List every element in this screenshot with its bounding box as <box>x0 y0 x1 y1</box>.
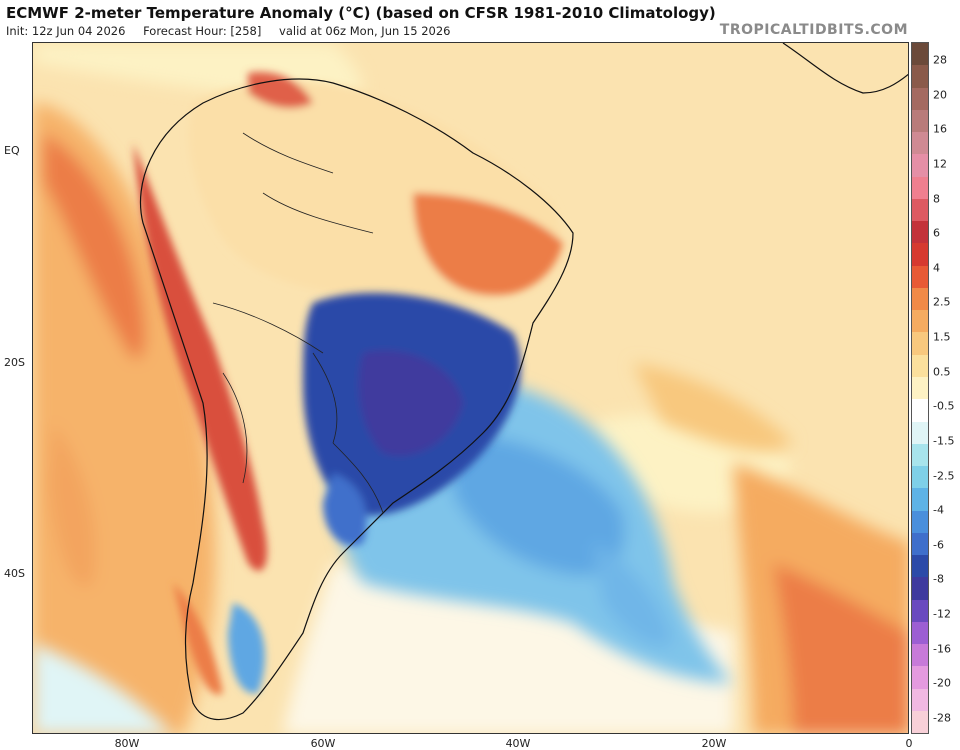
colorbar-tick-label: 1.5 <box>933 330 951 344</box>
east-atlantic-warm <box>633 363 908 733</box>
colorbar-segment <box>912 532 928 556</box>
colorbar-segment <box>912 710 928 734</box>
pacific-warm-band <box>33 103 216 733</box>
colorbar-segment <box>912 154 928 177</box>
colorbar-segment <box>912 376 928 400</box>
african-coastline <box>782 43 908 94</box>
colorbar-segment <box>912 510 928 533</box>
colorbar-tick-label: -12 <box>933 607 951 621</box>
colorbar-tick-label: -1.5 <box>933 434 955 448</box>
colorbar-segment <box>912 176 928 199</box>
colorbar-segment <box>912 621 928 645</box>
colorbar-tick-label: 0.5 <box>933 365 951 379</box>
colorbar-segment <box>912 310 928 333</box>
colorbar-tick-label: 6 <box>933 226 940 240</box>
colorbar-tick-label: -6 <box>933 538 944 552</box>
colorbar-tick-label: -4 <box>933 503 944 517</box>
colorbar-segment <box>912 644 928 667</box>
colorbar-tick-label: -2.5 <box>933 469 955 483</box>
anomaly-map[interactable] <box>32 42 909 734</box>
colorbar-segment <box>912 87 928 110</box>
colorbar-tick-label: 28 <box>933 53 947 67</box>
colorbar-segment <box>912 43 928 66</box>
cold-core-brazil <box>228 293 521 694</box>
colorbar-tick-label: -0.5 <box>933 399 955 413</box>
lon-label-60w: 60W <box>310 737 336 750</box>
colorbar-segment <box>912 109 928 133</box>
colorbar-tick-label: -20 <box>933 676 951 690</box>
colorbar-segment <box>912 287 928 311</box>
lon-label-20w: 20W <box>701 737 727 750</box>
lat-label-20s: 20S <box>4 356 25 369</box>
colorbar-segment <box>912 577 928 600</box>
colorbar-segment <box>912 555 928 578</box>
country-borders <box>212 132 384 514</box>
lat-label-eq: EQ <box>4 144 20 157</box>
colorbar-segment <box>912 443 928 467</box>
map-title: ECMWF 2-meter Temperature Anomaly (°C) (… <box>6 4 716 22</box>
colorbar-segment <box>912 132 928 155</box>
colorbar-segment <box>912 399 928 422</box>
lon-label-80w: 80W <box>114 737 140 750</box>
colorbar-segment <box>912 65 928 88</box>
colorbar-segment <box>912 243 928 266</box>
colorbar-segment <box>912 421 928 444</box>
colorbar-tick-label: -8 <box>933 572 944 586</box>
colorbar-tick-label: 2.5 <box>933 295 951 309</box>
colorbar-segment <box>912 466 928 489</box>
colorbar-segment <box>912 221 928 244</box>
lat-label-40s: 40S <box>4 567 25 580</box>
colorbar-segment <box>912 354 928 377</box>
colorbar-tick-label: 16 <box>933 122 947 136</box>
colorbar-tick-label: 12 <box>933 157 947 171</box>
lon-label-40w: 40W <box>505 737 531 750</box>
valid-time: valid at 06z Mon, Jun 15 2026 <box>279 24 451 38</box>
colorbar-segment <box>912 688 928 711</box>
colorbar-segment <box>912 198 928 222</box>
colorbar-tick-label: -16 <box>933 642 951 656</box>
colorbar-tick-label: -28 <box>933 711 951 725</box>
init-time: Init: 12z Jun 04 2026 <box>6 24 126 38</box>
colorbar-segment <box>912 666 928 689</box>
forecast-hour: Forecast Hour: [258] <box>143 24 262 38</box>
colorbar <box>911 42 929 734</box>
colorbar-segment <box>912 332 928 355</box>
map-subtitle: Init: 12z Jun 04 2026 Forecast Hour: [25… <box>6 24 465 38</box>
colorbar-segment <box>912 599 928 622</box>
colorbar-tick-label: 8 <box>933 192 940 206</box>
colorbar-tick-label: 20 <box>933 88 947 102</box>
south-america-coastline <box>139 78 574 721</box>
lon-label-0: 0 <box>905 737 913 750</box>
brand-watermark: TROPICALTIDBITS.COM <box>719 22 908 38</box>
andes-warm-strip <box>133 143 268 695</box>
colorbar-segment <box>912 265 928 288</box>
colorbar-segment <box>912 488 928 511</box>
colorbar-tick-label: 4 <box>933 261 940 275</box>
continent-warm-north <box>189 72 563 305</box>
